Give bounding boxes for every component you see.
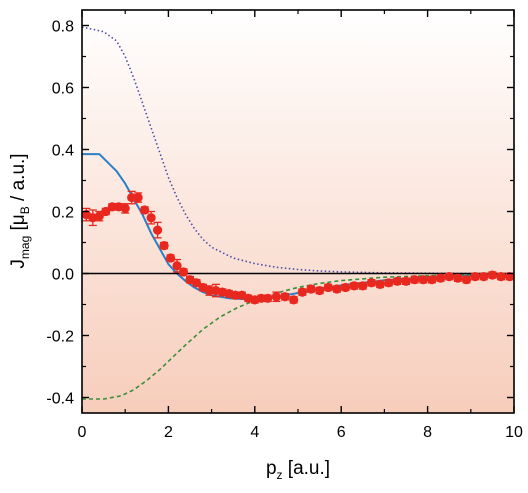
marker-layer (81, 190, 515, 305)
y-tick-label: -0.2 (46, 329, 74, 346)
x-axis-label-rest: [a.u.] (283, 458, 331, 479)
x-tick-label: 2 (164, 424, 173, 441)
x-tick-label: 8 (423, 424, 432, 441)
y-axis-label-sub2: B (18, 206, 32, 214)
x-tick-label: 4 (250, 424, 259, 441)
data-point (153, 225, 163, 235)
x-axis-label-sub: z (277, 468, 283, 482)
data-point (165, 253, 176, 263)
data-point (453, 273, 463, 283)
data-point (230, 290, 240, 300)
y-tick-label: 0.6 (52, 81, 74, 98)
data-point (479, 272, 489, 282)
data-point (297, 287, 307, 297)
data-point (496, 272, 506, 282)
data-point (375, 279, 385, 289)
y-tick-label: 0.8 (52, 19, 74, 36)
data-point (349, 281, 359, 291)
data-point (461, 275, 472, 285)
data-point (340, 282, 351, 293)
x-axis-label: pz [a.u.] (266, 458, 330, 482)
x-tick-label: 0 (78, 424, 87, 441)
tick-layer: 0 2 4 6 8 10 -0.4 -0.2 0.0 0.2 0.4 0.6 0.8 (46, 10, 523, 441)
data-point (178, 267, 189, 277)
data-point (127, 192, 137, 203)
data-point (358, 281, 368, 291)
data-point (263, 293, 273, 303)
series-line-dotted (81, 26, 514, 275)
y-tick-label: 0.0 (52, 267, 74, 284)
data-point (392, 276, 402, 286)
data-point (366, 278, 377, 288)
y-axis-label-mid: [μ (8, 214, 29, 236)
y-tick-label: 0.4 (52, 143, 74, 160)
data-point (323, 282, 333, 293)
data-point (120, 203, 130, 213)
y-tick-label: -0.4 (46, 391, 74, 408)
data-point (470, 272, 480, 282)
data-point (271, 292, 281, 302)
data-point (146, 213, 156, 223)
data-point (306, 284, 316, 294)
data-point (332, 284, 342, 294)
data-point (384, 278, 394, 288)
data-point (204, 285, 215, 296)
x-tick-label: 6 (337, 424, 346, 441)
x-tick-label: 10 (505, 424, 523, 441)
data-point (289, 295, 299, 305)
data-point (505, 272, 515, 282)
data-point (418, 275, 428, 285)
y-axis-label-main: J (8, 259, 29, 269)
data-point (256, 293, 266, 303)
data-point (172, 261, 182, 271)
data-point (427, 275, 437, 285)
data-point (315, 285, 325, 296)
data-point (401, 276, 411, 286)
data-point (410, 275, 420, 285)
x-axis-label-main: p (266, 458, 277, 479)
series-line-dashed (82, 273, 515, 400)
data-point (140, 205, 150, 215)
data-point (133, 192, 143, 203)
y-axis-label-rest: / a.u.] (8, 153, 29, 206)
data-point (101, 206, 111, 217)
data-point (444, 272, 454, 282)
data-point (159, 241, 169, 251)
y-axis-label-sub1: mag (18, 236, 32, 259)
data-point (487, 270, 497, 280)
data-point (280, 292, 290, 302)
y-tick-label: 0.2 (52, 205, 74, 222)
y-axis-label: Jmag [μB / a.u.] (8, 153, 32, 268)
data-point (107, 202, 117, 212)
data-point (191, 278, 202, 288)
data-point (435, 273, 446, 283)
data-point (94, 211, 104, 221)
